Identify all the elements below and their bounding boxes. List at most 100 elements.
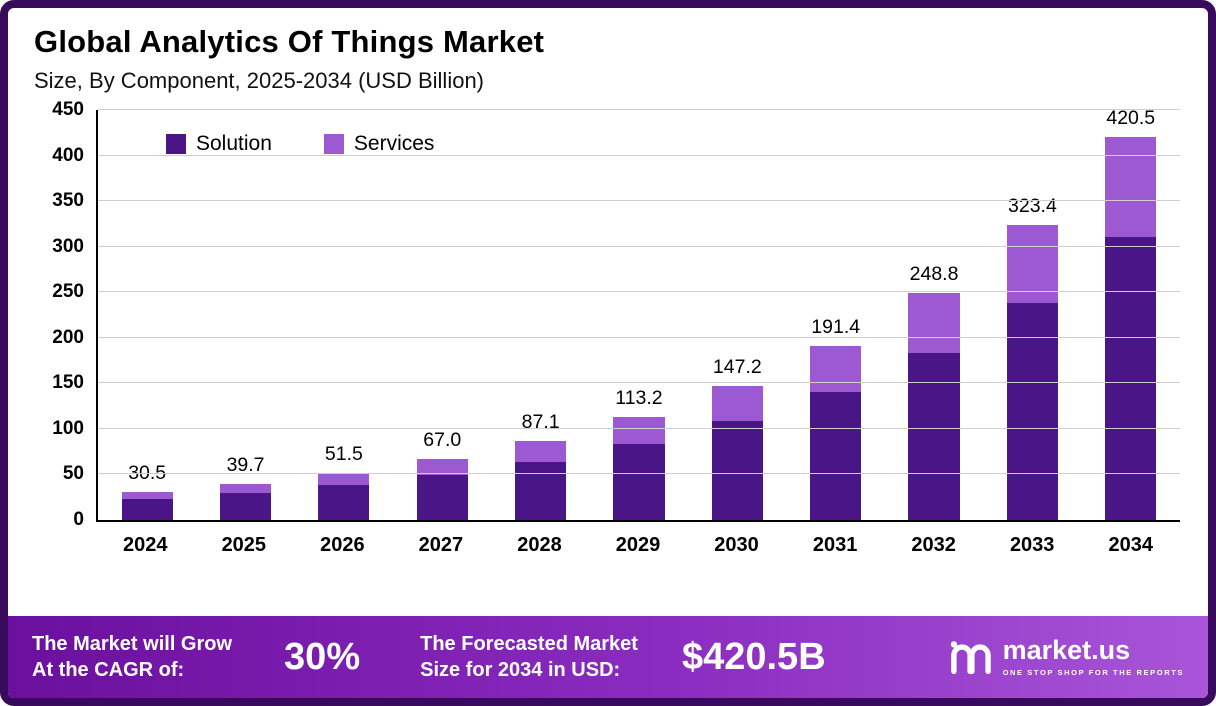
- bar-stack-2032: [908, 293, 960, 520]
- bar-group-2024: 30.5: [98, 110, 196, 520]
- brand-logo: market.us ONE STOP SHOP FOR THE REPORTS: [949, 637, 1184, 677]
- x-tick-label-2031: 2031: [812, 534, 858, 556]
- bar-stack-2028: [515, 440, 567, 520]
- chart-section: 30.5 39.7 51.5 67.0 87.1 113.2 147.2 191.4 248.8…: [8, 99, 1208, 557]
- bar-segment-solution-2026: [318, 485, 370, 520]
- gridline-250: [98, 291, 1180, 293]
- forecast-label: The Forecasted Market Size for 2034 in U…: [420, 633, 638, 681]
- bar-group-2034: 420.5: [1082, 106, 1180, 520]
- gridline-300: [98, 245, 1180, 247]
- bar-group-2033: 323.4: [983, 110, 1081, 520]
- bar-stack-2029: [613, 416, 665, 520]
- bar-segment-solution-2027: [416, 474, 468, 520]
- gridline-50: [98, 473, 1180, 475]
- bar-segment-services-2027: [416, 458, 468, 475]
- y-tick-label-300: 300: [52, 235, 84, 257]
- y-tick-label-100: 100: [52, 417, 84, 439]
- bar-stack-2030: [711, 385, 763, 520]
- x-tick-label-2024: 2024: [123, 534, 168, 556]
- bar-segment-services-2031: [810, 345, 862, 392]
- bar-stack-2025: [219, 483, 272, 520]
- bars-row: 30.5 39.7 51.5 67.0 87.1 113.2 147.2 191.4 248.8…: [98, 106, 1180, 520]
- market-us-logo-icon: [950, 641, 991, 675]
- x-axis-labels: 2024 2025 2026 2027 2028 2029 2030 2031 2032 2033…: [96, 534, 1180, 557]
- bar-segment-services-2026: [318, 473, 370, 486]
- y-tick-label-400: 400: [52, 144, 84, 166]
- x-tick-label-2027: 2027: [418, 534, 464, 556]
- x-tick-label-2028: 2028: [517, 534, 562, 556]
- gridline-450: [98, 109, 1180, 110]
- bar-segment-solution-2029: [613, 443, 665, 520]
- legend-item-services: Services: [323, 132, 435, 156]
- bar-stack-2024: [121, 492, 173, 520]
- brand-tagline: ONE STOP SHOP FOR THE REPORTS: [1002, 668, 1184, 677]
- total-label-2024: 30.5: [128, 462, 167, 485]
- chart-subtitle: Size, By Component, 2025-2034 (USD Billi…: [34, 68, 485, 93]
- gridline-150: [98, 382, 1180, 384]
- bar-segment-services-2028: [515, 440, 567, 462]
- bar-group-2025: 39.7: [196, 110, 294, 520]
- chart-wrap: 30.5 39.7 51.5 67.0 87.1 113.2 147.2 191.4 248.8…: [52, 99, 1180, 530]
- x-tick-label-2025: 2025: [221, 534, 267, 556]
- y-tick-label-0: 0: [73, 509, 84, 530]
- cagr-label: The Market will Grow At the CAGR of:: [32, 633, 233, 681]
- y-tick-label-350: 350: [52, 190, 84, 212]
- bar-segment-services-2029: [613, 416, 665, 444]
- total-label-2027: 67.0: [423, 428, 462, 451]
- bar-segment-solution-2034: [1105, 237, 1157, 520]
- x-tick-label-2030: 2030: [714, 534, 759, 556]
- legend-item-solution: Solution: [166, 132, 272, 156]
- bar-stack-2033: [1006, 225, 1058, 520]
- bar-stack-2026: [318, 473, 370, 520]
- bar-stack-2034: [1105, 136, 1157, 520]
- total-label-2025: 39.7: [226, 453, 265, 476]
- cagr-value: 30%: [284, 635, 361, 678]
- x-tick-label-2029: 2029: [615, 534, 661, 556]
- gridline-350: [98, 200, 1180, 202]
- gridline-100: [98, 427, 1180, 429]
- x-tick-label-2034: 2034: [1108, 534, 1153, 556]
- total-label-2026: 51.5: [324, 443, 363, 466]
- legend: Solution Services: [166, 132, 434, 156]
- chart-header: Global Analytics Of Things Market Size, …: [8, 8, 1208, 94]
- bar-segment-solution-2025: [219, 493, 272, 520]
- y-tick-label-250: 250: [52, 281, 84, 303]
- bar-group-2027: 67.0: [393, 110, 491, 520]
- total-label-2034: 420.5: [1106, 106, 1156, 129]
- footer-banner: The Market will Grow At the CAGR of: 30%…: [8, 616, 1208, 698]
- bar-segment-services-2025: [219, 483, 272, 494]
- bar-group-2028: 87.1: [491, 110, 589, 520]
- bar-segment-services-2034: [1105, 136, 1157, 238]
- bar-segment-solution-2030: [711, 421, 763, 520]
- bar-group-2032: 248.8: [885, 110, 983, 520]
- bar-group-2030: 147.2: [688, 110, 786, 520]
- y-tick-label-50: 50: [62, 463, 84, 485]
- bar-segment-solution-2028: [515, 461, 567, 520]
- total-label-2028: 87.1: [521, 410, 560, 433]
- x-tick-label-2033: 2033: [1009, 534, 1055, 556]
- bar-group-2029: 113.2: [590, 110, 688, 520]
- total-label-2031: 191.4: [811, 315, 861, 338]
- x-tick-label-2032: 2032: [911, 534, 956, 556]
- bar-stack-2031: [810, 345, 862, 520]
- bar-group-2026: 51.5: [295, 110, 393, 520]
- bar-stack-2027: [416, 458, 468, 520]
- bar-group-2031: 191.4: [787, 110, 885, 520]
- legend-label-services: Services: [353, 132, 435, 155]
- y-tick-label-150: 150: [52, 372, 84, 394]
- plot-area: 30.5 39.7 51.5 67.0 87.1 113.2 147.2 191.4 248.8…: [52, 99, 1180, 530]
- gridline-400: [98, 154, 1180, 156]
- bar-segment-solution-2031: [810, 391, 862, 520]
- y-tick-label-450: 450: [52, 99, 84, 120]
- bar-segment-solution-2024: [121, 499, 173, 520]
- forecast-value: $420.5B: [681, 635, 826, 678]
- chart-title: Global Analytics Of Things Market: [34, 24, 545, 59]
- brand-text: market.us ONE STOP SHOP FOR THE REPORTS: [1002, 637, 1184, 678]
- total-label-2029: 113.2: [615, 386, 663, 409]
- total-label-2032: 248.8: [909, 263, 959, 286]
- bar-segment-services-2030: [711, 385, 763, 422]
- gridline-200: [98, 336, 1180, 338]
- bar-segment-services-2024: [121, 492, 173, 500]
- bar-segment-solution-2032: [908, 352, 960, 520]
- services-swatch-icon: [323, 134, 344, 154]
